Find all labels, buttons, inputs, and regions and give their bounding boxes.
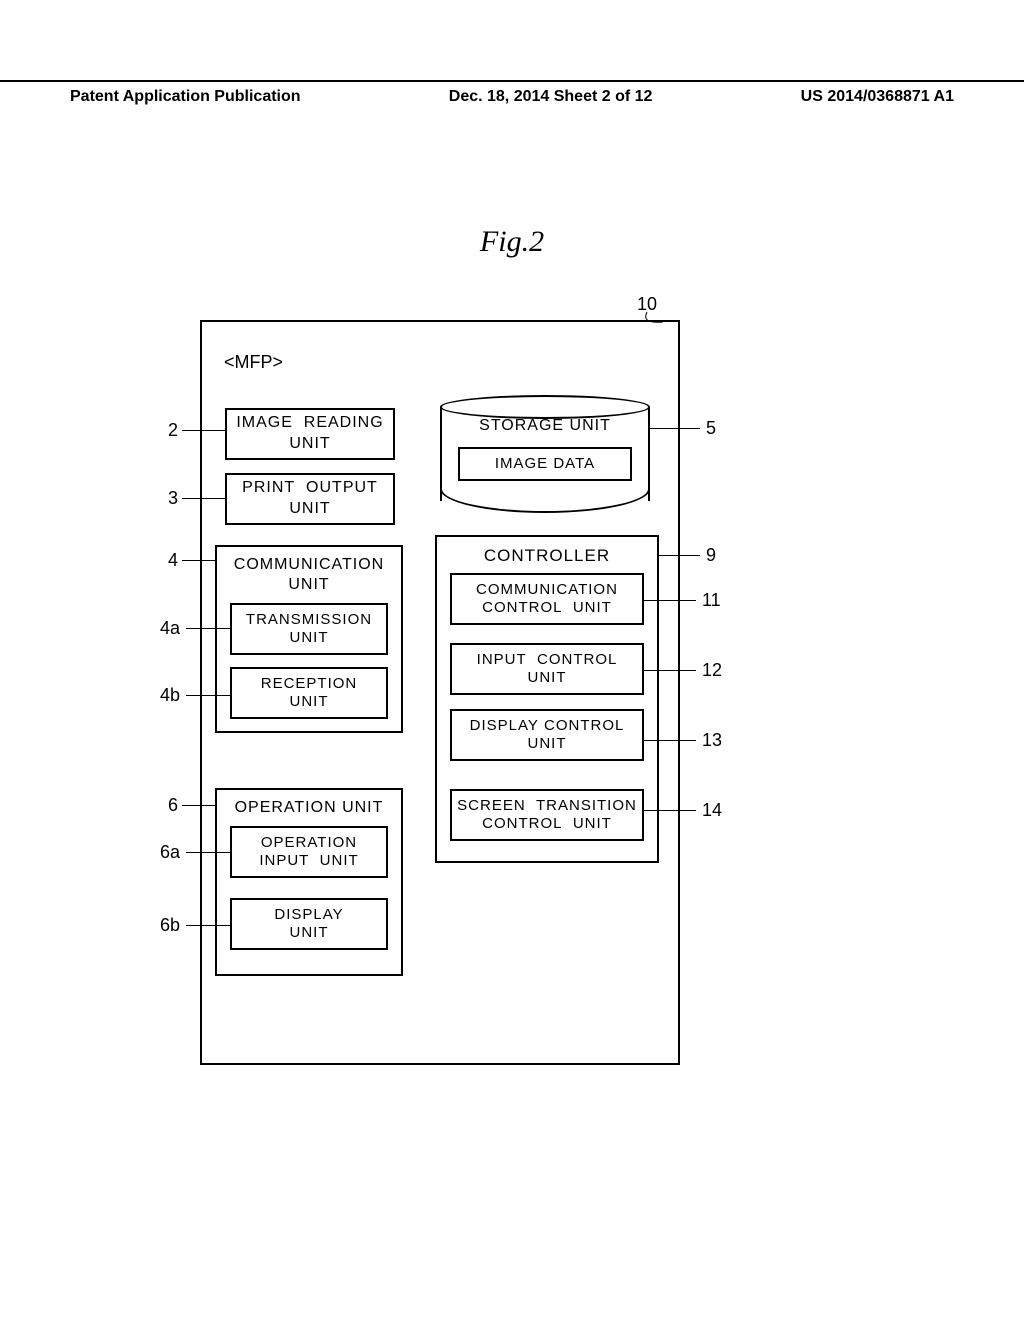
ref-12: 12 xyxy=(702,660,722,681)
storage-unit-label: STORAGE UNIT xyxy=(440,417,650,435)
figure-title: Fig.2 xyxy=(480,225,544,259)
input-ctrl: INPUT CONTROLUNIT xyxy=(450,643,644,695)
leader-12 xyxy=(644,670,696,671)
ref-9: 9 xyxy=(706,545,716,566)
ref-4b: 4b xyxy=(160,685,180,706)
leader-2 xyxy=(182,430,225,431)
ref-4a: 4a xyxy=(160,618,180,639)
leader-11 xyxy=(644,600,696,601)
ref-6b: 6b xyxy=(160,915,180,936)
leader-6 xyxy=(182,805,215,806)
ref-6a: 6a xyxy=(160,842,180,863)
recep-unit: RECEPTIONUNIT xyxy=(230,667,388,719)
leader-3 xyxy=(182,498,225,499)
header-center: Dec. 18, 2014 Sheet 2 of 12 xyxy=(449,88,653,106)
leader-6b xyxy=(186,925,230,926)
leader-4 xyxy=(182,560,215,561)
header-right: US 2014/0368871 A1 xyxy=(801,88,954,106)
leader-14 xyxy=(644,810,696,811)
leader-6a xyxy=(186,852,230,853)
ref-11: 11 xyxy=(702,590,721,611)
display-unit: DISPLAYUNIT xyxy=(230,898,388,950)
disp-ctrl: DISPLAY CONTROLUNIT xyxy=(450,709,644,761)
storage-cylinder: STORAGE UNIT IMAGE DATA xyxy=(440,395,650,513)
leader-5 xyxy=(650,428,700,429)
image-data-box: IMAGE DATA xyxy=(458,447,632,481)
leader-9 xyxy=(659,555,700,556)
leader-4b xyxy=(186,695,230,696)
ref-5: 5 xyxy=(706,418,716,439)
screen-trans: SCREEN TRANSITIONCONTROL UNIT xyxy=(450,789,644,841)
ref-3: 3 xyxy=(168,488,178,509)
ref-6: 6 xyxy=(168,795,178,816)
ref-13: 13 xyxy=(702,730,722,751)
ref-4: 4 xyxy=(168,550,178,571)
img-reading: IMAGE READINGUNIT xyxy=(225,408,395,460)
leader-4a xyxy=(186,628,230,629)
leader-curve-10 xyxy=(631,312,671,342)
header-left: Patent Application Publication xyxy=(70,88,301,106)
mfp-title: <MFP> xyxy=(224,352,283,373)
op-input: OPERATIONINPUT UNIT xyxy=(230,826,388,878)
ref-2: 2 xyxy=(168,420,178,441)
ref-14: 14 xyxy=(702,800,722,821)
page-header: Patent Application Publication Dec. 18, … xyxy=(0,80,1024,106)
leader-13 xyxy=(644,740,696,741)
comm-ctrl: COMMUNICATIONCONTROL UNIT xyxy=(450,573,644,625)
trans-unit: TRANSMISSIONUNIT xyxy=(230,603,388,655)
print-output: PRINT OUTPUTUNIT xyxy=(225,473,395,525)
